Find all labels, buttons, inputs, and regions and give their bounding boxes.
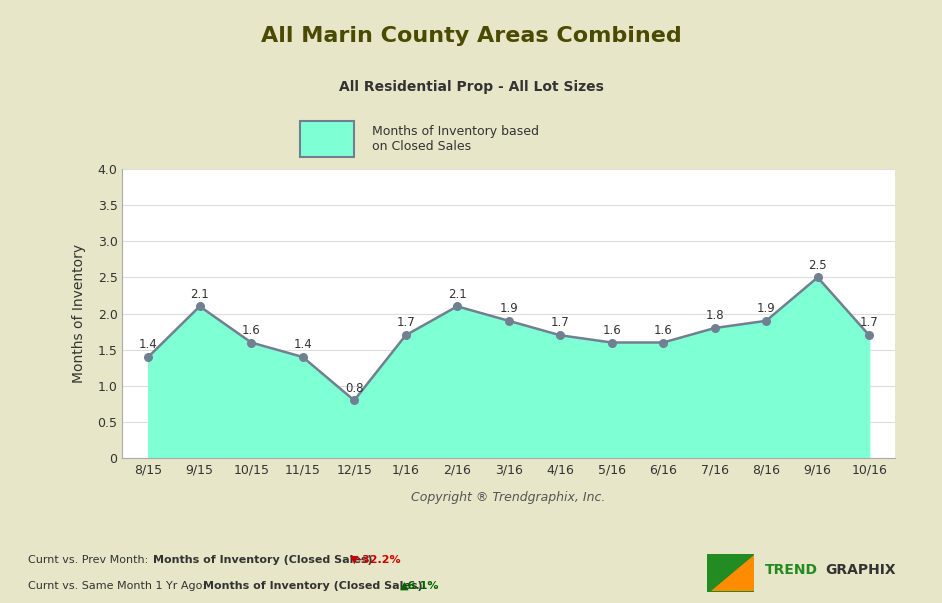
Text: 1.7: 1.7 xyxy=(397,317,415,329)
Text: Curnt vs. Prev Month:: Curnt vs. Prev Month: xyxy=(28,555,152,564)
Point xyxy=(501,316,516,326)
Text: TREND: TREND xyxy=(765,563,818,578)
Text: 1.6: 1.6 xyxy=(654,324,673,336)
Text: All Marin County Areas Combined: All Marin County Areas Combined xyxy=(261,26,681,46)
Text: All Residential Prop - All Lot Sizes: All Residential Prop - All Lot Sizes xyxy=(338,80,604,95)
Point xyxy=(295,352,310,362)
Polygon shape xyxy=(711,555,755,591)
Text: 1.9: 1.9 xyxy=(756,302,775,315)
Point xyxy=(192,302,207,311)
Text: Copyright ® Trendgraphix, Inc.: Copyright ® Trendgraphix, Inc. xyxy=(412,491,606,504)
Text: 1.7: 1.7 xyxy=(551,317,570,329)
Text: Months of Inventory based
on Closed Sales: Months of Inventory based on Closed Sale… xyxy=(372,125,539,153)
Point xyxy=(758,316,773,326)
Text: 2.5: 2.5 xyxy=(808,259,827,271)
Point xyxy=(347,396,362,405)
Point xyxy=(398,330,414,340)
Text: 2.1: 2.1 xyxy=(190,288,209,300)
Point xyxy=(140,352,155,362)
Text: 1.8: 1.8 xyxy=(706,309,724,322)
Text: ▼-32.2%: ▼-32.2% xyxy=(349,555,401,564)
Text: Months of Inventory (Closed Sales): Months of Inventory (Closed Sales) xyxy=(203,581,423,591)
Text: 1.4: 1.4 xyxy=(138,338,157,351)
Text: ▲6.1%: ▲6.1% xyxy=(400,581,440,591)
Text: 1.6: 1.6 xyxy=(602,324,621,336)
Point xyxy=(449,302,464,311)
FancyBboxPatch shape xyxy=(300,121,354,157)
Y-axis label: Months of Inventory: Months of Inventory xyxy=(73,244,87,383)
Text: 0.8: 0.8 xyxy=(345,382,364,394)
Text: 2.1: 2.1 xyxy=(447,288,466,300)
Point xyxy=(810,273,825,282)
Text: 1.6: 1.6 xyxy=(242,324,261,336)
Point xyxy=(244,338,259,347)
Text: 1.4: 1.4 xyxy=(293,338,312,351)
Point xyxy=(656,338,671,347)
Text: 1.9: 1.9 xyxy=(499,302,518,315)
Text: Curnt vs. Same Month 1 Yr Ago:: Curnt vs. Same Month 1 Yr Ago: xyxy=(28,581,210,591)
Text: GRAPHIX: GRAPHIX xyxy=(825,563,896,578)
Text: 1.7: 1.7 xyxy=(860,317,879,329)
Point xyxy=(862,330,877,340)
Point xyxy=(553,330,568,340)
FancyBboxPatch shape xyxy=(706,554,755,592)
Point xyxy=(604,338,619,347)
Text: Months of Inventory (Closed Sales): Months of Inventory (Closed Sales) xyxy=(153,555,372,564)
Point xyxy=(707,323,723,333)
